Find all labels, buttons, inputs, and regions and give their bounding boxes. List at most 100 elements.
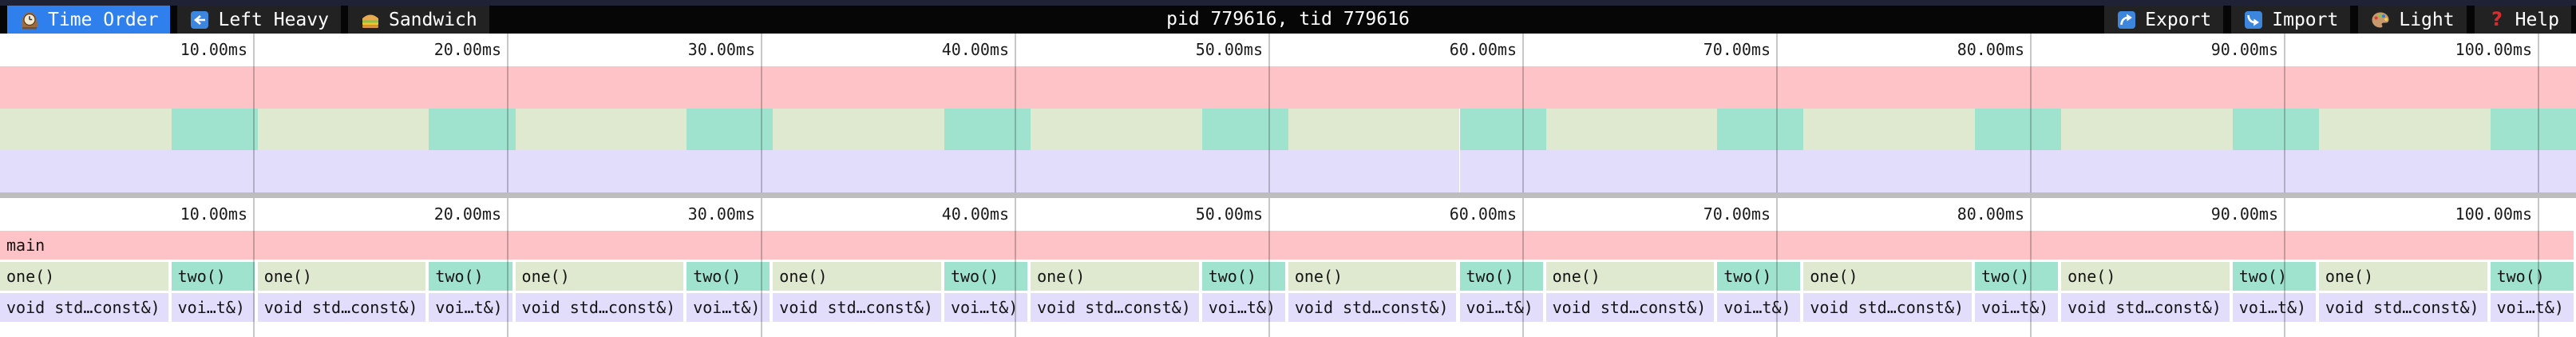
frame-one[interactable]: one()	[1803, 262, 1976, 291]
theme-toggle-button[interactable]: Light	[2358, 6, 2467, 34]
gridline	[1522, 198, 1524, 337]
frame-voit[interactable]: voi…t&)	[944, 293, 1031, 322]
time-tick-label: 20.00ms	[433, 40, 501, 59]
frame-voit[interactable]: voi…t&)	[2232, 293, 2319, 322]
minimap-divider[interactable]	[0, 192, 2576, 198]
frame-two[interactable]: two()	[2232, 262, 2319, 291]
import-button[interactable]: Import	[2231, 6, 2351, 34]
frame-voidstdconst[interactable]: void std…const&)	[2061, 293, 2233, 322]
question-mark-icon: ?	[2491, 10, 2503, 30]
time-tick-label: 90.00ms	[2210, 204, 2278, 224]
frame-one[interactable]: one()	[773, 262, 944, 291]
minimap-frame	[257, 150, 429, 192]
tab-time-order[interactable]: Time Order	[7, 6, 171, 34]
frame-one[interactable]: one()	[515, 262, 687, 291]
gridline	[1268, 34, 1270, 192]
gridline	[761, 34, 762, 192]
flamechart[interactable]: 10.00ms 20.00ms 30.00ms 40.00ms 50.00ms 60.00…	[0, 198, 2576, 337]
export-button[interactable]: Export	[2104, 6, 2224, 34]
gridline	[2538, 198, 2539, 337]
frame-one[interactable]: one()	[0, 262, 172, 291]
time-tick-label: 90.00ms	[2210, 40, 2278, 59]
frame-one[interactable]: one()	[1545, 262, 1718, 291]
window-top-strip	[0, 0, 2576, 6]
time-tick-label: 100.00ms	[2455, 204, 2532, 224]
frame-voit[interactable]: voi…t&)	[687, 293, 774, 322]
time-tick-label: 20.00ms	[433, 204, 501, 224]
frame-voidstdconst[interactable]: void std…const&)	[257, 293, 429, 322]
minimap-frame	[2490, 150, 2576, 192]
frame-voit[interactable]: voi…t&)	[1201, 293, 1288, 322]
frame-two[interactable]: two()	[1975, 262, 2062, 291]
time-tick-label: 50.00ms	[1195, 204, 1263, 224]
frame-voidstdconst[interactable]: void std…const&)	[1031, 293, 1202, 322]
frame-voidstdconst[interactable]: void std…const&)	[1288, 293, 1460, 322]
minimap-frame	[1803, 150, 1976, 192]
frame-one[interactable]: one()	[1031, 262, 1202, 291]
gridline	[253, 198, 255, 337]
time-tick-label: 100.00ms	[2455, 40, 2532, 59]
minimap-frame	[2061, 108, 2233, 151]
frame-two[interactable]: two()	[171, 262, 258, 291]
frame-voit[interactable]: voi…t&)	[429, 293, 516, 322]
gridline	[2030, 34, 2032, 192]
time-tick-label: 30.00ms	[687, 40, 755, 59]
frame-voidstdconst[interactable]: void std…const&)	[2318, 293, 2491, 322]
minimap-frame	[2061, 150, 2233, 192]
time-tick-label: 80.00ms	[1957, 204, 2024, 224]
minimap-frame	[1288, 150, 1460, 192]
gridline	[1015, 198, 1016, 337]
frame-voit[interactable]: voi…t&)	[1717, 293, 1804, 322]
minimap-frame	[171, 108, 258, 151]
frame-two[interactable]: two()	[687, 262, 774, 291]
gridline	[1522, 34, 1524, 192]
tab-left-heavy[interactable]: Left Heavy	[177, 6, 341, 34]
frame-two[interactable]: two()	[1201, 262, 1288, 291]
minimap-frame	[429, 150, 516, 192]
frame-two[interactable]: two()	[1717, 262, 1804, 291]
frame-two[interactable]: two()	[1459, 262, 1546, 291]
time-tick-label: 60.00ms	[1449, 40, 1517, 59]
frame-one[interactable]: one()	[2061, 262, 2233, 291]
help-button[interactable]: ? Help	[2474, 6, 2571, 34]
frame-one[interactable]: one()	[2318, 262, 2491, 291]
minimap-frame	[2318, 150, 2491, 192]
frame-voidstdconst[interactable]: void std…const&)	[773, 293, 944, 322]
frame-voidstdconst[interactable]: void std…const&)	[1803, 293, 1976, 322]
minimap-frame	[515, 150, 687, 192]
minimap-frame	[1975, 108, 2062, 151]
minimap-frame	[1459, 108, 1546, 151]
frame-one[interactable]: one()	[257, 262, 429, 291]
toolbar-actions: Export Import Light ? Help	[2104, 6, 2576, 34]
frame-voidstdconst[interactable]: void std…const&)	[1545, 293, 1718, 322]
curve-up-arrow-icon	[2118, 10, 2136, 29]
palette-icon	[2372, 12, 2389, 27]
frame-one[interactable]: one()	[1288, 262, 1460, 291]
minimap-frame	[687, 108, 774, 151]
minimap-frame	[1201, 108, 1288, 151]
minimap-frame	[2318, 108, 2491, 151]
frame-two[interactable]: two()	[944, 262, 1031, 291]
time-tick-label: 40.00ms	[941, 204, 1009, 224]
minimap-frame	[171, 150, 258, 192]
minimap-frame	[944, 150, 1031, 192]
frame-two[interactable]: two()	[2490, 262, 2576, 291]
frame-main[interactable]: main	[0, 231, 2576, 260]
frame-voidstdconst[interactable]: void std…const&)	[0, 293, 172, 322]
view-tabs: Time Order Left Heavy Sandwich	[0, 6, 489, 34]
frame-voidstdconst[interactable]: void std…const&)	[515, 293, 687, 322]
frame-voit[interactable]: voi…t&)	[171, 293, 258, 322]
minimap-frame	[1803, 108, 1976, 151]
time-tick-label: 10.00ms	[180, 204, 247, 224]
minimap-frame	[1545, 108, 1718, 151]
frame-voit[interactable]: voi…t&)	[2490, 293, 2576, 322]
minimap[interactable]: 10.00ms 20.00ms 30.00ms 40.00ms 50.00ms 60.00…	[0, 34, 2576, 192]
tab-sandwich[interactable]: Sandwich	[347, 6, 489, 34]
minimap-frame	[2490, 108, 2576, 151]
frame-voit[interactable]: voi…t&)	[1975, 293, 2062, 322]
gridline	[2284, 34, 2285, 192]
minimap-frame	[1031, 150, 1202, 192]
frame-voit[interactable]: voi…t&)	[1459, 293, 1546, 322]
frame-two[interactable]: two()	[429, 262, 516, 291]
minimap-frame	[2232, 150, 2319, 192]
